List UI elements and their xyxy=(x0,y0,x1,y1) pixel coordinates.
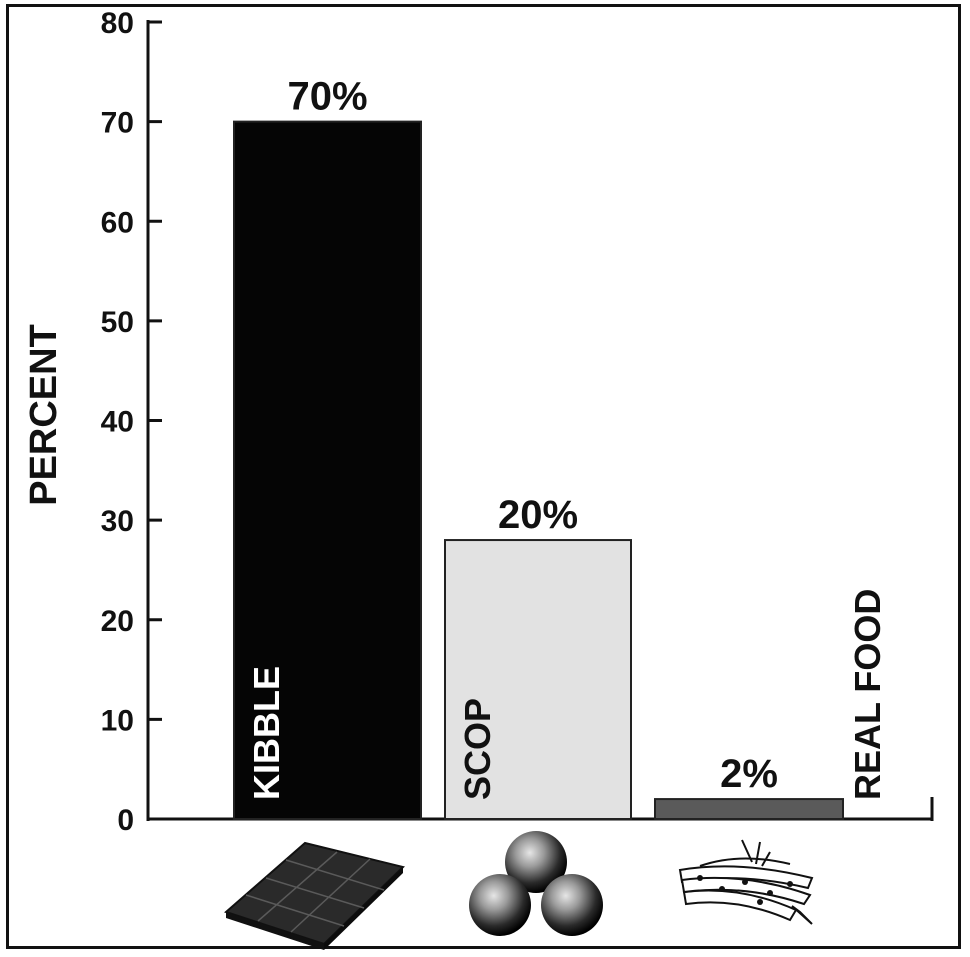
y-tick-label: 40 xyxy=(101,406,134,439)
chocolate-bar-icon xyxy=(224,841,405,950)
data-label: 20% xyxy=(498,493,578,537)
bar-kibble xyxy=(233,120,422,820)
y-axis-title: PERCENT xyxy=(23,324,65,506)
data-label: 2% xyxy=(720,752,778,796)
y-tick-label: 50 xyxy=(101,306,134,339)
bar-real-food xyxy=(654,798,844,821)
scoop-balls-icon xyxy=(469,831,603,936)
category-label: KIBBLE xyxy=(246,666,287,800)
data-label: 70% xyxy=(287,75,367,119)
y-tick-label: 60 xyxy=(101,206,134,239)
category-label: REAL FOOD xyxy=(847,589,888,800)
y-tick-label: 0 xyxy=(117,804,134,837)
y-tick-label: 30 xyxy=(101,505,134,538)
bar-scop xyxy=(444,539,632,820)
y-tick-label: 70 xyxy=(101,107,134,140)
y-tick-label: 10 xyxy=(101,704,134,737)
category-label: SCOP xyxy=(457,698,498,800)
y-tick-label: 20 xyxy=(101,605,134,638)
y-tick-label: 80 xyxy=(101,7,134,40)
asparagus-icon xyxy=(678,839,814,925)
